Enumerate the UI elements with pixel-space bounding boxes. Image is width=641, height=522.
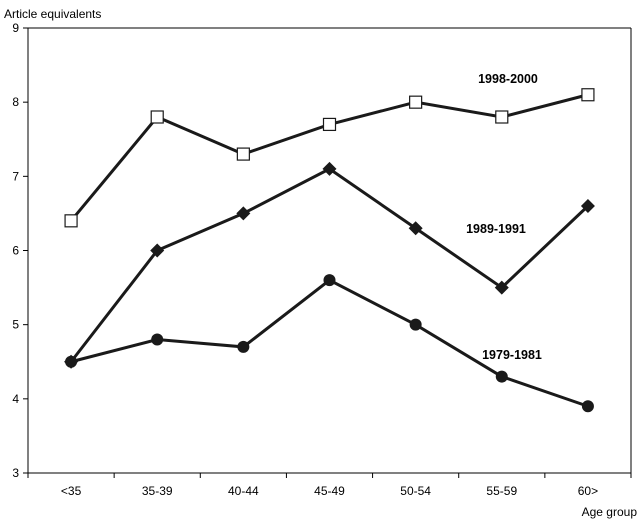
series-label: 1998-2000 — [478, 72, 538, 86]
x-tick-label: <35 — [61, 484, 82, 498]
data-point — [495, 110, 509, 124]
y-tick-label: 3 — [12, 466, 19, 480]
series-line — [69, 167, 589, 363]
data-point — [237, 340, 250, 353]
data-point — [150, 243, 165, 258]
series-layer — [64, 88, 595, 413]
data-point — [323, 274, 336, 287]
x-tick-label: 50-54 — [400, 484, 431, 498]
series-1979-1981 — [65, 274, 594, 413]
data-point — [65, 355, 78, 368]
x-axis-title: Age group — [582, 505, 638, 519]
y-tick-label: 6 — [12, 244, 19, 258]
y-axis-title: Article equivalents — [4, 7, 101, 21]
x-ticks: <35 35-39 40-44 45-49 50-54 55-59 60> — [27, 473, 632, 498]
x-tick-label: 45-49 — [314, 484, 345, 498]
series-labels: 1998-2000 1989-1991 1979-1981 — [466, 72, 542, 362]
y-tick-label: 4 — [12, 392, 19, 406]
data-point — [580, 199, 595, 213]
data-point — [236, 206, 251, 221]
data-point — [409, 318, 422, 331]
y-tick-label: 7 — [12, 169, 19, 183]
y-tick-label: 8 — [12, 95, 19, 109]
y-ticks: 3 4 5 6 7 8 9 — [12, 21, 28, 480]
series-label: 1979-1981 — [482, 348, 542, 362]
data-point — [322, 117, 337, 132]
data-point — [581, 88, 595, 102]
data-point — [408, 221, 423, 236]
y-tick-label: 5 — [12, 318, 19, 332]
x-tick-label: 40-44 — [228, 484, 259, 498]
data-point — [150, 110, 164, 124]
series-label: 1989-1991 — [466, 222, 526, 236]
data-point — [494, 280, 509, 295]
series-line — [69, 93, 589, 222]
series-1998-2000 — [64, 88, 595, 228]
data-point — [236, 147, 250, 161]
data-point — [495, 370, 508, 383]
x-tick-label: 35-39 — [142, 484, 173, 498]
x-tick-label: 60> — [578, 484, 598, 498]
data-point — [322, 161, 337, 176]
data-point — [581, 400, 594, 413]
y-tick-label: 9 — [12, 21, 19, 35]
series-line — [70, 278, 589, 408]
data-point — [409, 95, 423, 109]
data-point — [151, 333, 164, 346]
data-point — [64, 214, 78, 228]
series-1989-1991 — [64, 161, 595, 369]
x-tick-label: 55-59 — [486, 484, 517, 498]
